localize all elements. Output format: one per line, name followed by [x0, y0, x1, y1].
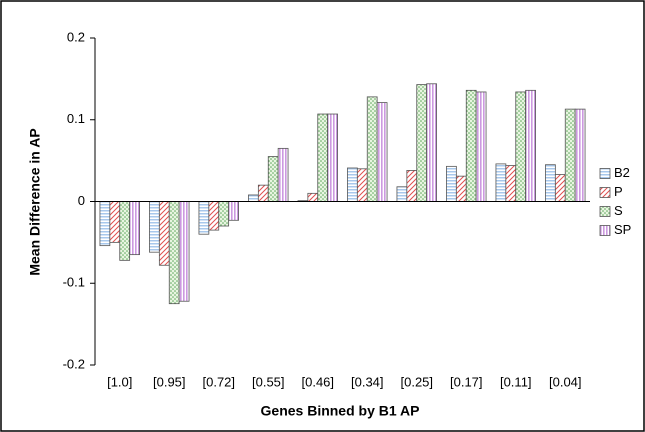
x-tick-label: [0.46]	[301, 374, 334, 389]
bar	[545, 164, 556, 202]
bar	[158, 201, 170, 266]
bar	[307, 192, 319, 202]
bar	[178, 201, 190, 302]
bar	[327, 113, 338, 202]
x-tick-label: [0.72]	[202, 374, 235, 389]
x-tick-label: [1.0]	[107, 374, 132, 389]
bar	[257, 184, 269, 202]
legend-swatch	[599, 168, 611, 179]
legend-swatch	[599, 187, 611, 198]
y-tick-label: -0.1	[63, 275, 85, 290]
bar	[198, 201, 210, 235]
legend-label: B2	[614, 165, 630, 180]
y-tick-label: 0	[78, 193, 85, 208]
bar	[554, 174, 566, 202]
bar	[99, 201, 111, 247]
bar	[376, 102, 388, 202]
bar	[366, 96, 378, 202]
y-tick-label: -0.2	[63, 356, 85, 371]
bar	[426, 83, 437, 202]
bar	[446, 165, 457, 202]
bar	[129, 201, 140, 256]
bar	[228, 201, 239, 221]
legend-swatch	[599, 225, 611, 236]
bar	[574, 108, 586, 202]
bar	[406, 170, 418, 202]
bar	[248, 194, 259, 202]
bar	[317, 113, 329, 202]
x-tick-label: [0.04]	[549, 374, 582, 389]
legend-swatch	[599, 206, 611, 217]
bar	[109, 201, 121, 243]
bar	[149, 201, 160, 253]
bar	[475, 91, 487, 202]
bar	[277, 147, 289, 202]
legend-label: P	[614, 184, 623, 199]
bar	[267, 156, 279, 202]
bar	[505, 165, 517, 202]
y-tick-label: 0.2	[67, 29, 85, 44]
bar	[525, 89, 536, 202]
bar	[168, 201, 180, 305]
bar	[356, 168, 368, 202]
bar	[455, 175, 467, 202]
x-tick-label: [0.11]	[500, 374, 532, 389]
bar	[465, 89, 477, 202]
x-tick-label: [0.17]	[450, 374, 483, 389]
x-axis-title: Genes Binned by B1 AP	[261, 403, 420, 419]
bar	[396, 186, 408, 202]
legend-label: S	[614, 203, 623, 218]
bar	[218, 201, 230, 227]
bar	[515, 91, 527, 202]
legend-label: SP	[614, 222, 631, 237]
x-tick-label: [0.95]	[153, 374, 186, 389]
x-tick-label: [0.55]	[252, 374, 285, 389]
y-axis-title: Mean Difference in AP	[27, 128, 43, 275]
bar	[119, 201, 131, 261]
bar	[347, 167, 358, 202]
x-tick-label: [0.25]	[400, 374, 433, 389]
bar	[208, 201, 220, 231]
bar	[416, 84, 428, 202]
bar	[495, 163, 507, 202]
x-tick-label: [0.34]	[351, 374, 384, 389]
bar	[564, 108, 576, 202]
y-tick-label: 0.1	[67, 111, 85, 126]
